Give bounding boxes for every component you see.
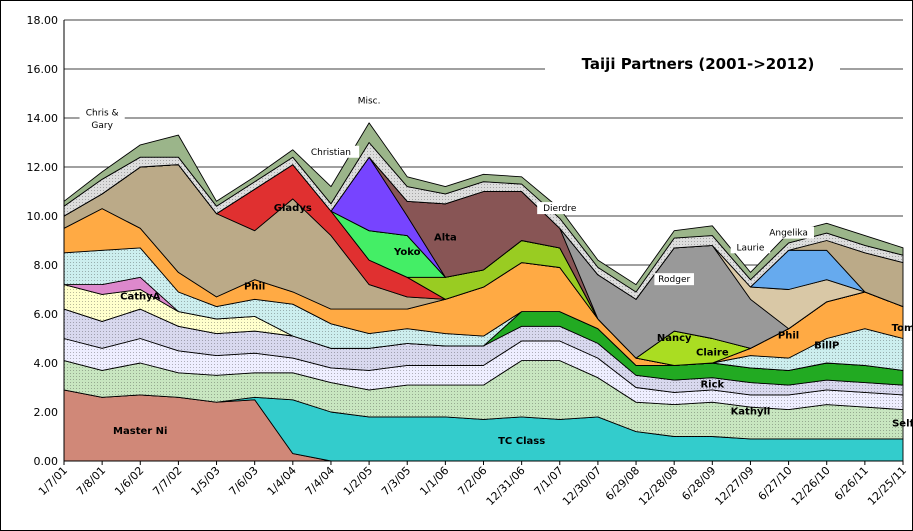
area-series-8-texture [64,247,903,371]
y-tick-label: 12.00 [27,161,59,174]
annotation-misc-: Misc. [358,96,381,106]
annotation-tom: Tom [892,323,913,334]
annotation-background [79,106,125,119]
annotation-self: Self [892,419,913,430]
annotation-gladys: Gladys [274,203,312,214]
chart-title: Taiji Partners (2001->2012) [582,55,815,73]
annotation-background [654,273,694,286]
annotation-phil: Phil [244,282,265,293]
annotation-rodger: Rodger [658,275,690,285]
area-self-texture [64,360,903,439]
y-tick-label: 0.00 [34,455,59,468]
y-tick-label: 10.00 [27,210,59,223]
area-series-22 [63,122,904,293]
y-tick-label: 16.00 [27,63,59,76]
annotation-nancy: Nancy [657,333,692,344]
y-tick-label: 6.00 [34,308,59,321]
annotation-christian: Christian [311,148,351,158]
annotation-kathyll: Kathyll [731,406,771,417]
annotation-cathya: CathyA [120,291,161,302]
y-tick-label: 18.00 [27,14,59,27]
annotation-background [87,118,117,131]
annotation-laurie: Laurie [736,243,764,253]
annotation-gary: Gary [91,121,113,131]
area-series-4-texture [64,309,903,395]
annotation-tc-class: TC Class [498,436,545,447]
annotation-billp: BillP [814,340,839,351]
chart-title-background [545,52,840,76]
annotation-claire: Claire [696,348,729,359]
area-kathyll-texture [64,338,903,410]
area-series-21-texture [64,142,903,300]
annotation-background [352,94,387,107]
annotation-dierdre: Dierdre [543,204,577,214]
annotation-phil: Phil [778,331,799,342]
y-tick-label: 2.00 [34,406,59,419]
annotation-background [302,145,360,158]
annotation-master-ni: Master Ni [113,426,167,437]
annotation-background [537,202,583,215]
y-tick-label: 4.00 [34,357,59,370]
annotation-background [730,241,771,254]
y-tick-label: 14.00 [27,112,59,125]
annotation-rick: Rick [700,380,724,391]
annotation-angelika: Angelika [769,229,808,239]
annotation-alta: Alta [434,233,457,244]
area-cathya-texture [64,284,903,371]
annotation-background [763,226,814,239]
annotation-chris-: Chris & [86,109,119,119]
annotation-yoko: Yoko [393,247,421,258]
y-tick-label: 8.00 [34,259,59,272]
